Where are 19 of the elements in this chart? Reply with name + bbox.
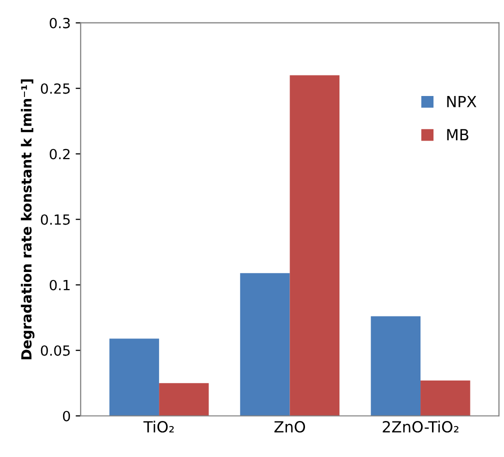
bar [370, 316, 421, 416]
bar [240, 273, 290, 416]
bar [420, 380, 470, 416]
y-tick-label: 0.15 [40, 214, 70, 225]
x-tick-label: TiO₂ [143, 420, 174, 433]
y-axis-title: Degradation rate konstant k [min⁻¹] [20, 79, 34, 360]
y-tick-label: 0.2 [50, 148, 70, 160]
y-tick-label: 0 [62, 410, 70, 422]
bar [159, 383, 209, 416]
x-tick-label: 2ZnO-TiO₂ [382, 420, 458, 433]
y-tick-label: 0.25 [40, 83, 70, 94]
bar [109, 338, 160, 416]
legend-label: NPX [447, 96, 476, 108]
y-tick-label: 0.3 [50, 18, 70, 28]
y-tick-label: 0.05 [40, 345, 70, 356]
y-tick-label: 0.1 [50, 280, 70, 290]
legend-label: MB [447, 129, 468, 140]
x-tick-label: ZnO [274, 421, 306, 433]
bar [290, 75, 340, 416]
